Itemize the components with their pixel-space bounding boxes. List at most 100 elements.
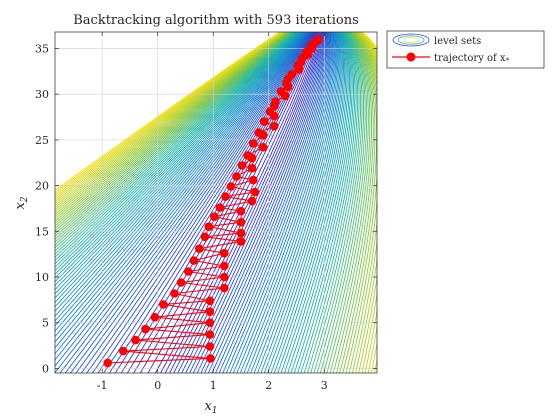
trajectory-point <box>260 117 269 126</box>
x-axis-label-subscript: 1 <box>212 406 218 416</box>
level-set-contour <box>80 32 328 373</box>
trajectory-point <box>159 300 168 309</box>
level-set-contour <box>55 32 344 373</box>
level-set-contour <box>55 32 357 373</box>
trajectory-point <box>287 69 297 79</box>
y-tick-label: 35 <box>35 42 49 55</box>
trajectory-point <box>204 222 214 231</box>
level-set-contour <box>55 32 377 199</box>
level-set-contour <box>55 32 377 373</box>
level-set-contour <box>55 32 334 373</box>
grid-lines <box>55 32 377 373</box>
trajectory-point <box>103 358 112 368</box>
y-tick-label: 10 <box>35 271 49 284</box>
level-set-contour <box>55 32 332 373</box>
x-tick-label: 2 <box>265 379 272 392</box>
trajectory-point <box>206 354 215 363</box>
level-set-contour <box>55 32 359 373</box>
trajectory-point <box>205 296 215 306</box>
level-set-contour <box>75 32 329 373</box>
legend-level-sets-swatch <box>392 33 430 47</box>
trajectory-point <box>220 261 229 271</box>
x-tick-label: 1 <box>210 379 217 392</box>
level-set-contour <box>55 32 353 373</box>
trajectory-point <box>248 175 258 185</box>
level-set-contour <box>55 32 336 373</box>
level-set-contour <box>55 32 371 373</box>
trajectory-point <box>248 139 258 148</box>
trajectory-point <box>205 307 215 317</box>
y-ticks: 0 5 10 15 20 25 30 35 <box>35 42 377 375</box>
level-set-contour <box>97 32 326 373</box>
trajectory-point <box>170 289 179 298</box>
x-axis-label: x1 <box>204 399 217 416</box>
legend-label-trajectory-subscript: * <box>506 57 510 65</box>
level-set-contour <box>91 32 327 373</box>
trajectory-point <box>220 283 229 293</box>
level-set-contour <box>55 32 377 373</box>
level-set-contour <box>55 32 349 373</box>
chart-title: Backtracking algorithm with 593 iteratio… <box>73 13 359 28</box>
y-tick-label: 0 <box>42 362 49 375</box>
level-set-contour <box>120 32 323 373</box>
x-tick-label: -1 <box>97 379 108 392</box>
level-set-contour <box>55 32 377 373</box>
level-sets <box>55 32 377 373</box>
x-tick-label: 3 <box>321 379 328 392</box>
trajectory-point <box>271 97 280 106</box>
level-set-contour <box>55 32 348 373</box>
trajectory-point <box>119 346 128 356</box>
level-set-contour <box>55 32 376 373</box>
trajectory-point <box>189 256 199 265</box>
trajectory-point <box>141 324 150 334</box>
level-set-contour <box>55 32 363 373</box>
y-axis-label: x2 <box>13 196 30 209</box>
trajectory-point <box>205 330 215 339</box>
legend-label-level-sets: level sets <box>434 36 481 47</box>
level-set-contour <box>55 32 360 373</box>
trajectory-point <box>247 196 257 206</box>
level-set-contour <box>55 32 377 373</box>
trajectory-point <box>236 228 246 238</box>
level-set-contour <box>55 32 354 373</box>
trajectory-point <box>270 121 279 131</box>
level-set-contour <box>55 32 335 373</box>
trajectory-point <box>236 206 246 216</box>
trajectory-point <box>205 342 215 351</box>
level-set-contour <box>55 32 377 200</box>
level-set-contour <box>55 32 377 373</box>
trajectory-point <box>243 151 252 160</box>
y-tick-label: 30 <box>35 88 49 101</box>
level-set-contour <box>55 32 342 373</box>
trajectory-point <box>247 163 257 173</box>
level-set-contour <box>55 32 377 373</box>
level-set-contour <box>55 32 356 373</box>
y-axis-label-subscript: 2 <box>20 196 30 203</box>
level-set-contour <box>55 32 377 373</box>
level-set-contour <box>55 32 366 373</box>
y-tick-label: 25 <box>35 134 49 147</box>
trajectory-point <box>236 237 246 246</box>
level-set-contour <box>55 32 373 373</box>
level-set-contour <box>55 32 368 373</box>
level-set-contour <box>55 32 352 373</box>
level-set-contour <box>55 32 362 373</box>
legend-label-trajectory: trajectory of x* <box>434 53 510 65</box>
y-tick-label: 5 <box>42 317 49 330</box>
level-set-contour <box>55 32 333 373</box>
trajectory-point <box>183 267 193 276</box>
trajectory-point <box>215 203 225 212</box>
level-set-contour <box>55 32 343 373</box>
trajectory-point <box>220 272 229 282</box>
trajectory-point <box>131 335 140 345</box>
trajectory-point <box>150 312 160 322</box>
trajectory-point <box>176 278 186 287</box>
level-set-contour <box>55 32 377 195</box>
trajectory-point <box>254 128 263 137</box>
level-set-contour <box>55 32 377 191</box>
x-ticks: -1 0 1 2 3 <box>97 32 328 392</box>
trajectory-point <box>220 248 229 258</box>
y-tick-label: 20 <box>35 180 49 193</box>
level-set-contour <box>55 32 374 373</box>
